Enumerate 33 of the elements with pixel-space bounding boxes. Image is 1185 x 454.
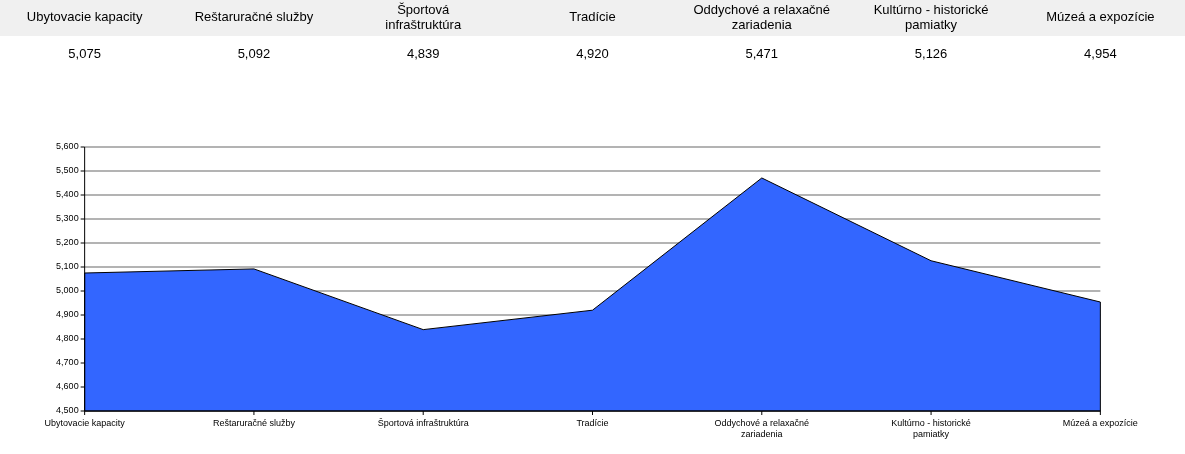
y-tick-label: 4,700 [56, 357, 79, 368]
data-label: 5,092 [237, 46, 271, 61]
y-tick-label: 5,600 [56, 141, 79, 152]
x-tick-label: Reštaruračné služby [212, 418, 296, 428]
data-label: 5,126 [914, 46, 948, 61]
data-label: 4,839 [406, 46, 440, 61]
y-tick-label: 5,200 [56, 237, 79, 248]
x-tick-label: Oddychové a relaxačné zariadenia [714, 418, 810, 439]
y-tick-label: 5,000 [56, 285, 79, 296]
x-tick-label: Ubytovacie kapacity [44, 418, 126, 428]
category-label: Športová infraštruktúra [385, 1, 462, 32]
y-tick-label: 5,400 [56, 189, 79, 200]
y-tick-label: 4,600 [56, 381, 79, 392]
x-tick-label: Kultúrno - historické pamiatky [891, 418, 971, 439]
category-label: Ubytovacie kapacity [26, 9, 143, 25]
x-tick-label: Múzeá a expozície [1062, 418, 1138, 428]
data-label: 4,954 [1084, 46, 1117, 61]
data-label: 5,075 [68, 46, 101, 61]
y-tick-label: 5,500 [56, 165, 79, 176]
y-tick-label: 5,300 [56, 213, 79, 224]
y-tick-label: 4,800 [56, 333, 79, 344]
data-label: 5,471 [745, 46, 779, 61]
x-tick-label: Tradície [576, 418, 609, 428]
y-tick-label: 4,900 [56, 309, 79, 320]
category-label: Kultúrno - historické pamiatky [873, 1, 989, 32]
y-tick-label: 4,500 [56, 405, 79, 416]
data-label: 4,920 [576, 46, 609, 61]
category-label: Oddychové a relaxačné zariadenia [693, 1, 831, 32]
category-label: Reštaruračné služby [194, 9, 314, 25]
x-tick-label: Športová infraštruktúra [377, 418, 469, 428]
category-label: Tradície [569, 9, 616, 25]
category-label: Múzeá a expozície [1046, 9, 1155, 25]
y-tick-label: 5,100 [56, 261, 79, 272]
